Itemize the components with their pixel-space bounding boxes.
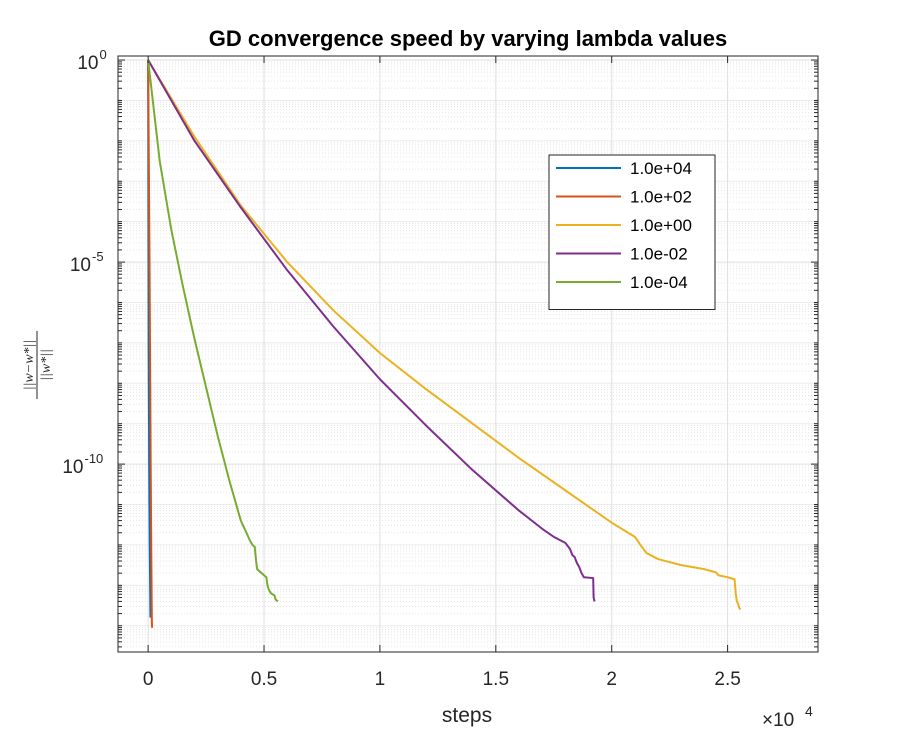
y-tick-label-base: 10: [70, 255, 91, 276]
x-tick-label: 2.5: [714, 669, 740, 690]
y-tick-label-base: 10: [77, 53, 98, 74]
series-line-5: [147, 59, 279, 603]
legend-label-5: 1.0e-04: [630, 273, 688, 292]
y-tick-label-exponent: -10: [85, 451, 104, 466]
y-tick-label-exponent: -5: [92, 249, 104, 264]
chart-title: GD convergence speed by varying lambda v…: [209, 26, 727, 51]
axis-ticks: [118, 56, 818, 652]
series-line-3: [147, 59, 742, 611]
y-label-denominator: ||w*||: [39, 349, 54, 381]
x-multiplier-exponent: 4: [805, 703, 813, 719]
x-multiplier: ×10 4: [762, 703, 813, 731]
series-line-2: [147, 60, 154, 628]
legend-label-3: 1.0e+00: [630, 216, 692, 235]
legend: 1.0e+04 1.0e+02 1.0e+00 1.0e-02 1.0e-04: [548, 154, 716, 310]
legend-label-2: 1.0e+02: [630, 188, 692, 207]
plot-area: [118, 56, 818, 652]
legend-label-1: 1.0e+04: [630, 159, 692, 178]
legend-label-4: 1.0e-02: [630, 245, 688, 264]
y-tick-label: 10 -10: [62, 451, 103, 478]
series-layer: [147, 59, 742, 628]
x-tick-label: 2: [606, 669, 617, 690]
x-tick-label: 0.5: [251, 669, 277, 690]
y-tick-label-exponent: 0: [100, 47, 107, 62]
x-tick-label: 0: [143, 669, 154, 690]
y-axis-label: ||w−w*|| ||w*||: [22, 331, 54, 399]
x-axis-label: steps: [442, 704, 492, 727]
y-tick-label: 10 0: [77, 47, 106, 74]
x-tick-labels: 0 0.5 1 1.5 2 2.5: [143, 669, 741, 690]
x-tick-label: 1: [375, 669, 386, 690]
x-tick-label: 1.5: [483, 669, 509, 690]
y-label-numerator: ||w−w*||: [22, 340, 37, 391]
y-tick-label: 10 -5: [70, 249, 104, 276]
x-multiplier-base: ×10: [762, 710, 794, 731]
legend-box: [548, 154, 716, 310]
series-line-4: [147, 59, 596, 602]
y-tick-label-base: 10: [62, 457, 83, 478]
plot-frame: [117, 55, 819, 653]
